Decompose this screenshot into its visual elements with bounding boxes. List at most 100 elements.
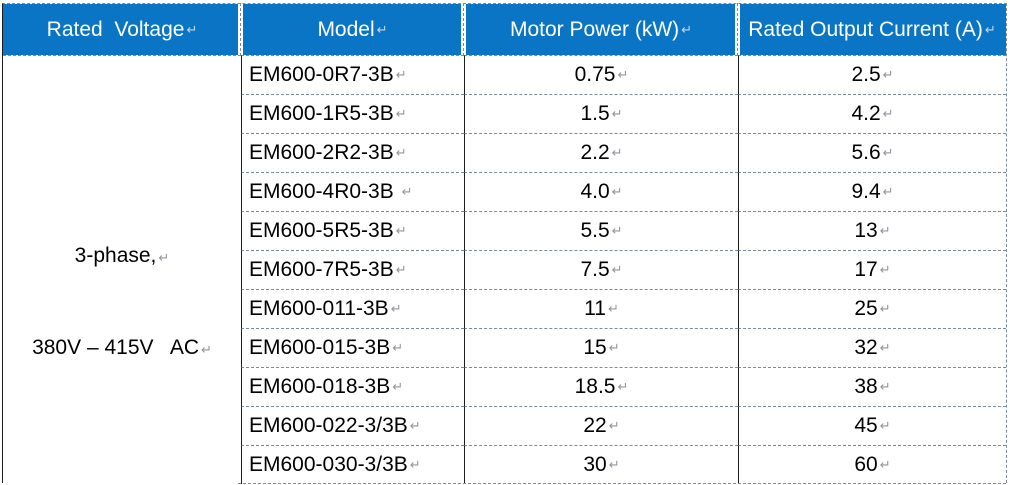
return-mark-icon: ↵ (392, 340, 404, 355)
return-mark-icon: ↵ (401, 184, 413, 199)
return-mark-icon: ↵ (611, 106, 623, 121)
motor-power-cell: 7.5 ↵ (464, 250, 738, 289)
rated-current-text: 25 (854, 297, 878, 320)
rated-current-cell: 38 ↵ (738, 367, 1006, 406)
model-cell: EM600-011-3B ↵ (241, 289, 464, 328)
rated-current-text: 4.2 (851, 102, 881, 125)
motor-power-text: 30 (583, 453, 607, 476)
voltage-text: 380V – 415V AC (32, 336, 200, 359)
rated-current-text: 5.6 (851, 141, 881, 164)
motor-power-cell: 1.5 ↵ (464, 94, 738, 133)
rated-current-text: 60 (854, 453, 878, 476)
motor-power-text: 2.2 (580, 141, 610, 164)
voltage-text: 3-phase, (74, 244, 157, 267)
motor-power-text: 7.5 (580, 258, 610, 281)
return-mark-icon: ↵ (611, 262, 623, 277)
rated-current-cell: 4.2 ↵ (738, 94, 1006, 133)
motor-power-cell: 0.75 ↵ (464, 55, 738, 94)
rated-current-cell: 32 ↵ (738, 328, 1006, 367)
return-mark-icon: ↵ (395, 223, 407, 238)
motor-power-text: 1.5 (580, 102, 610, 125)
motor-power-cell: 18.5 ↵ (464, 367, 738, 406)
rated-current-text: 2.5 (851, 63, 881, 86)
return-mark-icon: ↵ (607, 301, 619, 316)
return-mark-icon: ↵ (879, 457, 891, 472)
return-mark-icon: ↵ (186, 21, 198, 37)
return-mark-icon: ↵ (390, 301, 402, 316)
table-header-row: Rated Voltage ↵ Model ↵ Motor Power (kW)… (3, 3, 1006, 56)
rated-current-cell: 2.5 ↵ (738, 55, 1006, 94)
rated-voltage-cell: 3-phase, ↵ 380V – 415V AC ↵ (3, 55, 241, 484)
model-cell: EM600-018-3B ↵ (241, 367, 464, 406)
motor-power-text: 22 (583, 414, 607, 437)
motor-power-text: 5.5 (580, 219, 610, 242)
rated-current-text: 9.4 (851, 180, 881, 203)
model-text: EM600-2R2-3B (249, 141, 394, 164)
motor-power-cell: 22 ↵ (464, 406, 738, 445)
model-text: EM600-1R5-3B (249, 102, 394, 125)
model-text: EM600-5R5-3B (249, 219, 394, 242)
model-text: EM600-018-3B (249, 375, 391, 398)
return-mark-icon: ↵ (376, 21, 388, 37)
motor-spec-table: Rated Voltage ↵ Model ↵ Motor Power (kW)… (2, 3, 1007, 484)
motor-power-cell: 30 ↵ (464, 445, 738, 484)
voltage-line-phase: 3-phase, ↵ (3, 244, 241, 268)
return-mark-icon: ↵ (879, 418, 891, 433)
model-text: EM600-0R7-3B (249, 63, 394, 86)
return-mark-icon: ↵ (608, 340, 620, 355)
return-mark-icon: ↵ (608, 418, 620, 433)
return-mark-icon: ↵ (617, 67, 629, 82)
model-cell: EM600-7R5-3B ↵ (241, 250, 464, 289)
rated-current-cell: 45 ↵ (738, 406, 1006, 445)
motor-power-text: 0.75 (574, 63, 616, 86)
voltage-line-range: 380V – 415V AC ↵ (3, 336, 241, 360)
model-text: EM600-7R5-3B (249, 258, 394, 281)
rated-current-cell: 17 ↵ (738, 250, 1006, 289)
rated-current-cell: 60 ↵ (738, 445, 1006, 484)
motor-power-text: 11 (584, 297, 606, 320)
return-mark-icon: ↵ (395, 67, 407, 82)
rated-current-text: 38 (854, 375, 878, 398)
rated-current-text: 45 (854, 414, 878, 437)
motor-power-cell: 4.0 ↵ (464, 172, 738, 211)
header-cell-divider (735, 3, 740, 56)
return-mark-icon: ↵ (608, 457, 620, 472)
return-mark-icon: ↵ (409, 457, 421, 472)
return-mark-icon: ↵ (617, 379, 629, 394)
column-header-label: Rated Output Current (A) (748, 17, 983, 41)
column-header-model: Model ↵ (241, 4, 464, 55)
return-mark-icon: ↵ (882, 67, 894, 82)
header-cell-divider (238, 3, 243, 56)
return-mark-icon: ↵ (882, 184, 894, 199)
motor-power-text: 15 (583, 336, 607, 359)
model-cell: EM600-2R2-3B ↵ (241, 133, 464, 172)
return-mark-icon: ↵ (409, 418, 421, 433)
column-header-rated-output-current: Rated Output Current (A) ↵ (738, 4, 1006, 55)
model-cell: EM600-015-3B ↵ (241, 328, 464, 367)
rated-current-cell: 9.4 ↵ (738, 172, 1006, 211)
model-cell: EM600-4R0-3B ↵ (241, 172, 464, 211)
model-text: EM600-015-3B (249, 336, 391, 359)
motor-power-cell: 11 ↵ (464, 289, 738, 328)
column-header-label: Rated Voltage (46, 17, 185, 41)
model-cell: EM600-022-3/3B ↵ (241, 406, 464, 445)
return-mark-icon: ↵ (879, 340, 891, 355)
return-mark-icon: ↵ (879, 262, 891, 277)
model-cell: EM600-0R7-3B ↵ (241, 55, 464, 94)
rated-current-cell: 25 ↵ (738, 289, 1006, 328)
column-header-label: Motor Power (kW) (509, 17, 680, 41)
rated-current-cell: 13 ↵ (738, 211, 1006, 250)
return-mark-icon: ↵ (611, 184, 623, 199)
motor-power-cell: 5.5 ↵ (464, 211, 738, 250)
return-mark-icon: ↵ (882, 145, 894, 160)
return-mark-icon: ↵ (395, 106, 407, 121)
motor-power-text: 4.0 (580, 180, 610, 203)
return-mark-icon: ↵ (984, 21, 996, 37)
column-header-label: Model (317, 17, 375, 41)
table-body: 3-phase, ↵ 380V – 415V AC ↵ EM600-0R7-3B ↵… (3, 55, 1006, 484)
rated-current-text: 13 (854, 219, 878, 242)
return-mark-icon: ↵ (395, 262, 407, 277)
return-mark-icon: ↵ (681, 21, 693, 37)
model-text: EM600-022-3/3B (249, 414, 408, 437)
return-mark-icon: ↵ (879, 379, 891, 394)
